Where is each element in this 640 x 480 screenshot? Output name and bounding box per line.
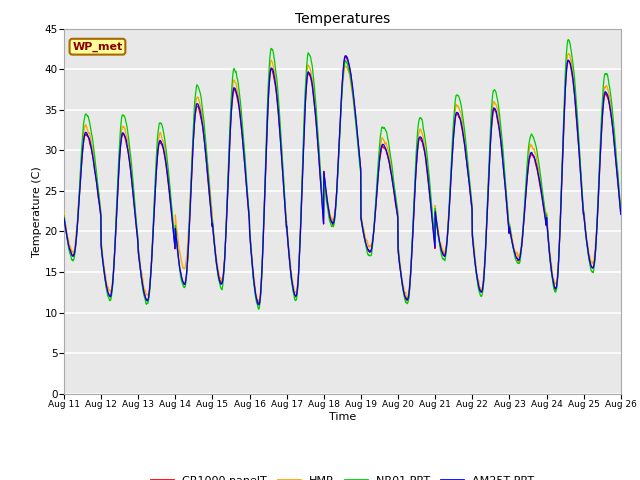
Y-axis label: Temperature (C): Temperature (C) [32,166,42,257]
Text: WP_met: WP_met [72,42,123,52]
Title: Temperatures: Temperatures [295,12,390,26]
Legend: CR1000 panelT, HMP, NR01 PRT, AM25T PRT: CR1000 panelT, HMP, NR01 PRT, AM25T PRT [146,471,539,480]
X-axis label: Time: Time [329,412,356,421]
